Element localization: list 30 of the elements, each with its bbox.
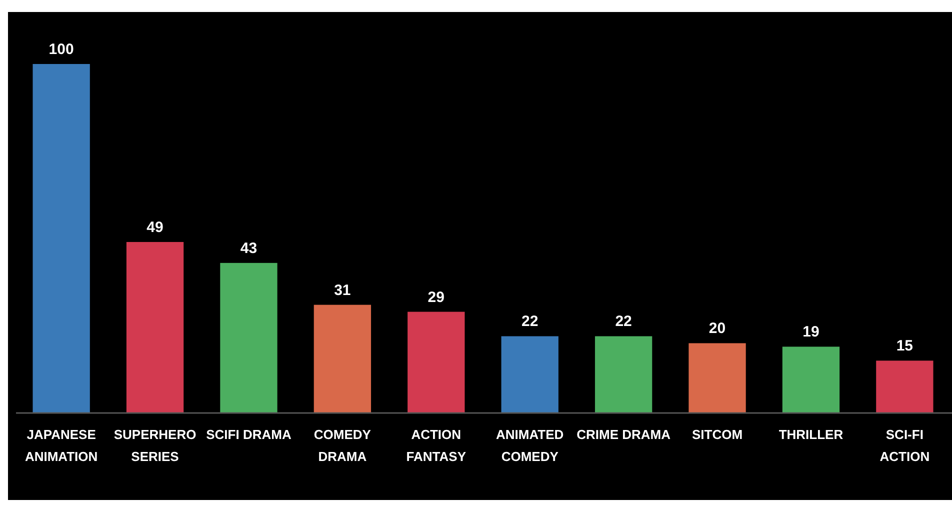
data-label: 19 [802,324,820,341]
bar [314,304,372,413]
data-label: 20 [708,320,726,338]
bar [876,360,934,413]
x-tick-label: ACTION FANTASY [406,427,466,464]
data-label: 100 [48,41,74,58]
data-label: 31 [334,282,351,299]
data-label: 43 [240,240,258,257]
bar [126,242,184,413]
bar [220,262,278,413]
x-tick-label: COMEDY DRAMA [314,427,372,464]
bar [688,343,746,413]
data-label: 22 [615,313,632,330]
bar [32,64,90,413]
x-tick-label: ANIMATED COMEDY [496,427,564,464]
x-tick-label: THRILLER [778,427,844,442]
bar [594,336,652,413]
bar [408,312,465,413]
data-label: 22 [522,313,538,330]
data-label: 15 [896,338,914,355]
data-label: 49 [146,218,164,236]
x-tick-label: SITCOM [692,427,743,442]
x-tick-label: JAPANESE ANIMATION [24,427,98,464]
bar [782,346,840,413]
x-tick-label: CRIME DRAMA [576,427,672,442]
x-tick-label: SCI-FI ACTION [880,427,930,464]
bar [501,336,558,413]
data-label: 29 [428,288,444,306]
x-tick-label: SUPERHERO SERIES [114,427,196,464]
x-tick-label: SCIFI DRAMA [206,427,292,442]
